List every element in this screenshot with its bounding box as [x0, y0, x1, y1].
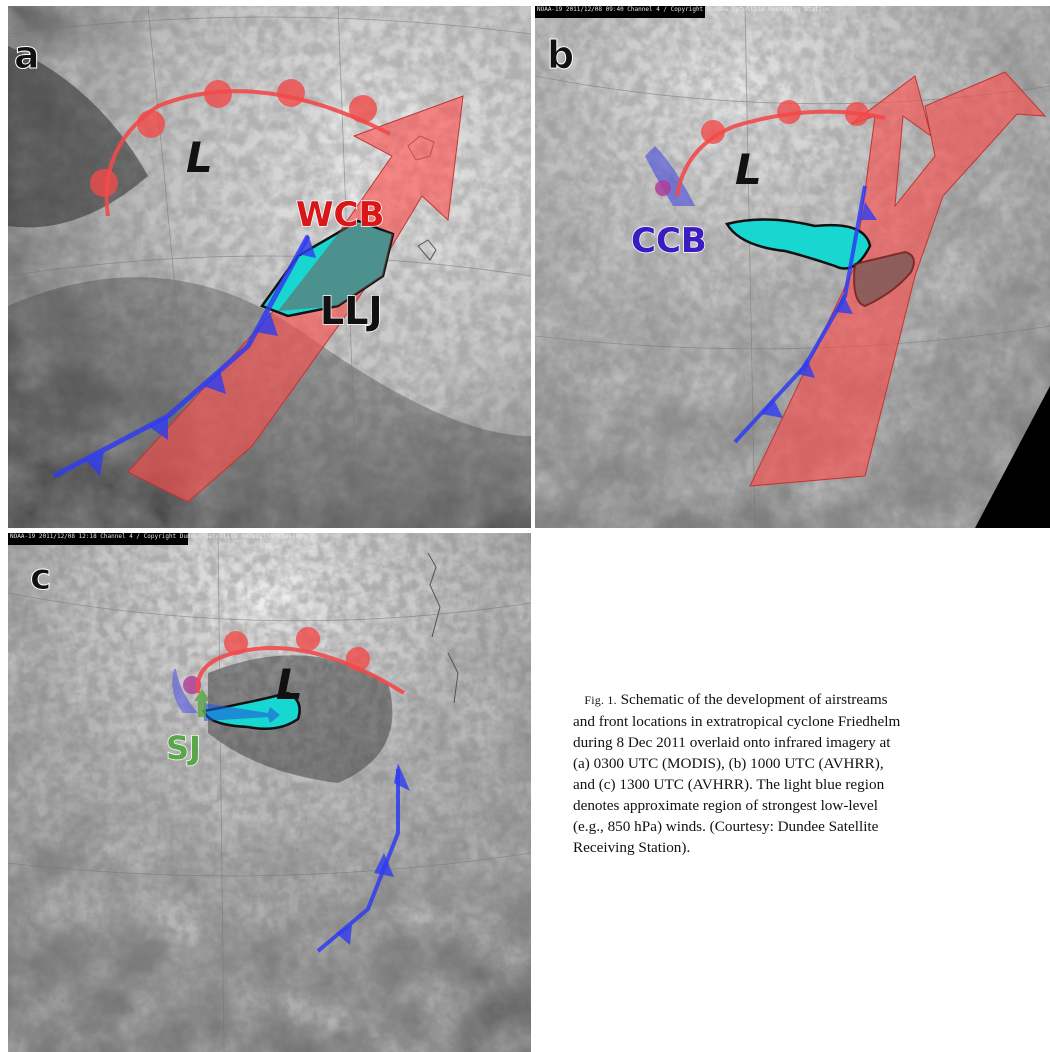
swath-edge	[975, 386, 1050, 528]
low-pressure-label-c: L	[276, 660, 303, 709]
warm-front-line	[104, 89, 391, 217]
warm-front-bumps-c	[224, 627, 370, 671]
caption-line-8: Receiving Station).	[573, 839, 691, 856]
cold-front-barbs-b	[761, 202, 877, 418]
graticule-c	[8, 533, 531, 1052]
panel-label-c: c	[30, 557, 51, 598]
sj-label: SJ	[166, 729, 201, 767]
warm-front-bumps	[90, 79, 377, 197]
sting-jet-arrow	[194, 689, 210, 717]
caption-line-6: denotes approximate region of strongest …	[573, 797, 878, 814]
satellite-image-b: NOAA-19 2011/12/08 09:40 Channel 4 / Cop…	[535, 6, 1050, 528]
satellite-image-a: a L WCB LLJ	[8, 6, 531, 528]
image-header-bar-b	[535, 6, 705, 18]
wcb-label: WCB	[296, 195, 384, 235]
panel-a: a L WCB LLJ	[8, 6, 531, 528]
panel-label-b: b	[547, 33, 574, 77]
cold-conveyor-belt-arrow	[645, 146, 695, 206]
figure-label: Fig. 1.	[584, 693, 617, 707]
cold-front-barbs-c	[336, 763, 410, 945]
panel-c: NOAA-19 2011/12/08 12:18 Channel 4 / Cop…	[8, 533, 531, 1052]
low-pressure-label-b: L	[735, 145, 762, 194]
cold-front-line	[52, 234, 311, 479]
warm-front-bumps-b	[701, 100, 869, 144]
llj-label: LLJ	[320, 289, 383, 333]
image-header-bar-c	[8, 533, 188, 545]
satellite-image-c: NOAA-19 2011/12/08 12:18 Channel 4 / Cop…	[8, 533, 531, 1052]
figure-caption: Fig. 1. Schematic of the development of …	[573, 689, 1050, 858]
caption-line-5: and (c) 1300 UTC (AVHRR). The light blue…	[573, 776, 885, 793]
image-header-b: NOAA-19 2011/12/08 09:40 Channel 4 / Cop…	[537, 6, 830, 13]
caption-line-2: and front locations in extratropical cyc…	[573, 713, 901, 730]
image-header-c: NOAA-19 2011/12/08 12:18 Channel 4 / Cop…	[10, 533, 303, 540]
coastline-c	[427, 552, 459, 704]
panel-label-a: a	[14, 33, 40, 77]
low-pressure-label-a: L	[186, 133, 213, 182]
cold-front-barbs	[86, 234, 316, 476]
caption-line-3: during 8 Dec 2011 overlaid onto infrared…	[573, 734, 891, 751]
ccb-label: CCB	[631, 221, 707, 261]
panel-b: NOAA-19 2011/12/08 09:40 Channel 4 / Cop…	[535, 6, 1050, 528]
caption-line-1-text: Schematic of the development of airstrea…	[620, 691, 888, 708]
caption-line-1: Fig. 1. Schematic of the development of …	[573, 689, 1050, 711]
caption-line-4: (a) 0300 UTC (MODIS), (b) 1000 UTC (AVHR…	[573, 755, 884, 772]
caption-line-7: (e.g., 850 hPa) winds. (Courtesy: Dundee…	[573, 818, 879, 835]
